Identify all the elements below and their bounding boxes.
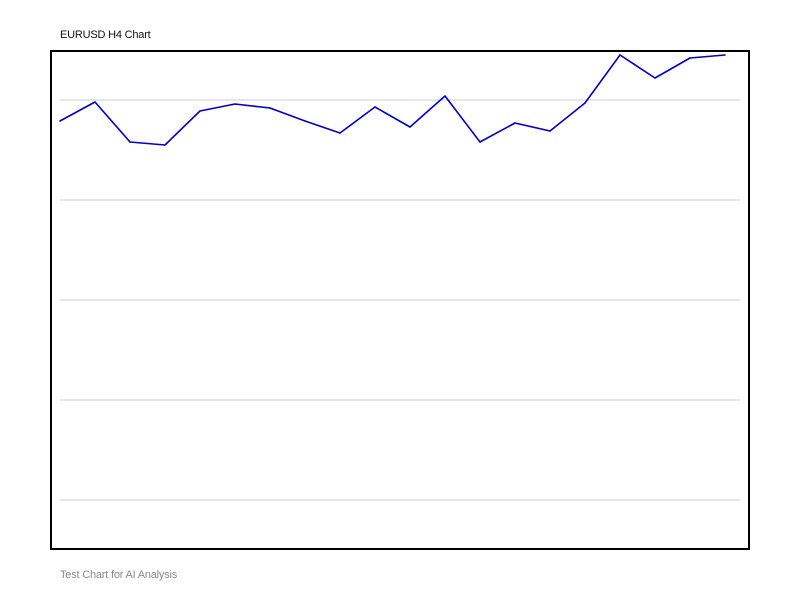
- data-point: [514, 122, 516, 124]
- line-chart: [59, 54, 740, 501]
- chart-footer: Test Chart for AI Analysis: [60, 569, 178, 581]
- data-point: [654, 77, 656, 79]
- data-point: [164, 144, 166, 146]
- data-point: [549, 130, 551, 132]
- data-point: [479, 141, 481, 143]
- data-point: [724, 54, 726, 56]
- data-point: [374, 106, 376, 108]
- data-point: [689, 57, 691, 59]
- data-point: [339, 132, 341, 134]
- data-point: [444, 95, 446, 97]
- data-point: [584, 102, 586, 104]
- data-point: [304, 120, 306, 122]
- data-point: [59, 120, 61, 122]
- chart-title: EURUSD H4 Chart: [60, 29, 151, 41]
- data-point: [199, 110, 201, 112]
- data-point: [269, 107, 271, 109]
- chart-plot-area: [50, 50, 750, 550]
- data-point: [234, 103, 236, 105]
- data-point: [129, 141, 131, 143]
- series-line: [59, 54, 726, 146]
- data-point: [619, 54, 621, 56]
- data-point: [94, 101, 96, 103]
- data-point: [409, 126, 411, 128]
